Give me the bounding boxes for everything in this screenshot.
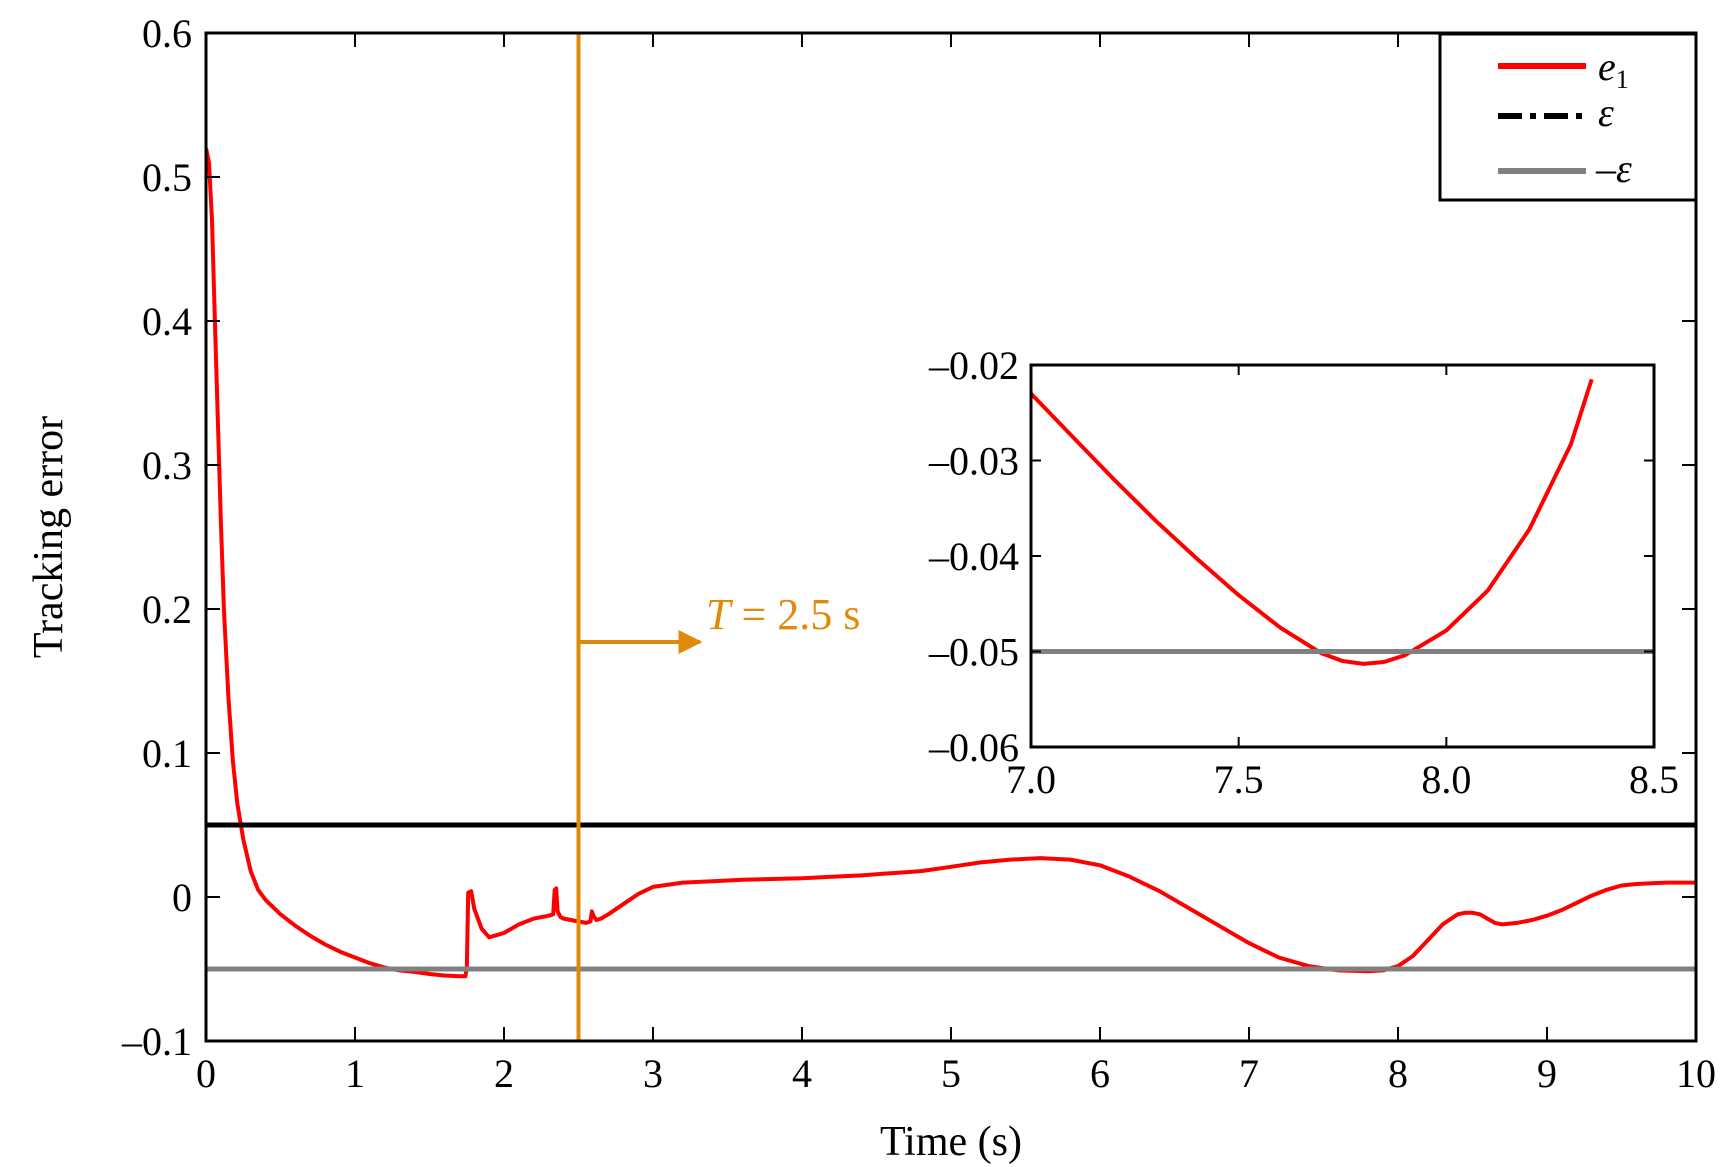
x-tick-label: 1	[345, 1051, 365, 1096]
inset-zoom: 7.0 7.5 8.0 8.5 –0.06 –0.05 –0.04 –0.03 –0.02	[928, 343, 1679, 802]
legend-entry-e1: e1	[1598, 44, 1629, 94]
inset-ticks: 7.0 7.5 8.0 8.5 –0.06 –0.05 –0.04 –0.03 –0.02	[928, 343, 1679, 802]
y-tick-label: 0.4	[142, 299, 192, 344]
main-ticks: 0 1 2 3 4 5 6 7 8 9 10–0.100.10.20.30.40.50.6	[121, 11, 1716, 1096]
inset-x-tick-label: 7.5	[1214, 757, 1264, 802]
x-axis-label: Time (s)	[880, 1119, 1022, 1165]
y-tick-label: 0.2	[142, 587, 192, 632]
x-tick-label: 5	[941, 1051, 961, 1096]
inset-y-tick-label: –0.06	[928, 725, 1019, 770]
y-tick-label: 0	[172, 875, 192, 920]
y-tick-label: 0.3	[142, 443, 192, 488]
inset-y-tick-label: –0.03	[928, 439, 1019, 484]
main-plot-area	[206, 33, 1696, 1041]
x-tick-label: 2	[494, 1051, 514, 1096]
series-line-e1	[206, 147, 1696, 979]
y-tick-label: –0.1	[121, 1019, 192, 1064]
inset-y-tick-label: –0.02	[928, 343, 1019, 388]
inset-x-tick-label: 8.0	[1421, 757, 1471, 802]
x-tick-label: 9	[1537, 1051, 1557, 1096]
inset-series-line-e1	[1031, 378, 1594, 666]
x-tick-label: 10	[1676, 1051, 1716, 1096]
x-tick-label: 7	[1239, 1051, 1259, 1096]
inset-y-tick-label: –0.05	[928, 630, 1019, 675]
annotation-label: T = 2.5 s	[706, 590, 860, 639]
legend-entry-neg-eps: –ε	[1595, 146, 1632, 191]
inset-background	[1031, 365, 1654, 747]
inset-x-tick-label: 8.5	[1629, 757, 1679, 802]
y-tick-label: 0.5	[142, 155, 192, 200]
x-tick-label: 0	[196, 1051, 216, 1096]
inset-x-tick-label: 7.0	[1006, 757, 1056, 802]
y-tick-label: 0.6	[142, 11, 192, 56]
settling-time-annotation: T = 2.5 s	[578, 590, 860, 654]
x-tick-label: 6	[1090, 1051, 1110, 1096]
inset-plot-area	[1031, 378, 1654, 666]
y-axis-label: Tracking error	[26, 416, 72, 658]
inset-y-tick-label: –0.04	[928, 534, 1019, 579]
legend: e1 ε –ε	[1438, 32, 1698, 202]
y-tick-label: 0.1	[142, 731, 192, 776]
x-tick-label: 4	[792, 1051, 812, 1096]
x-tick-label: 3	[643, 1051, 663, 1096]
legend-entry-eps: ε	[1598, 90, 1614, 135]
x-tick-label: 8	[1388, 1051, 1408, 1096]
